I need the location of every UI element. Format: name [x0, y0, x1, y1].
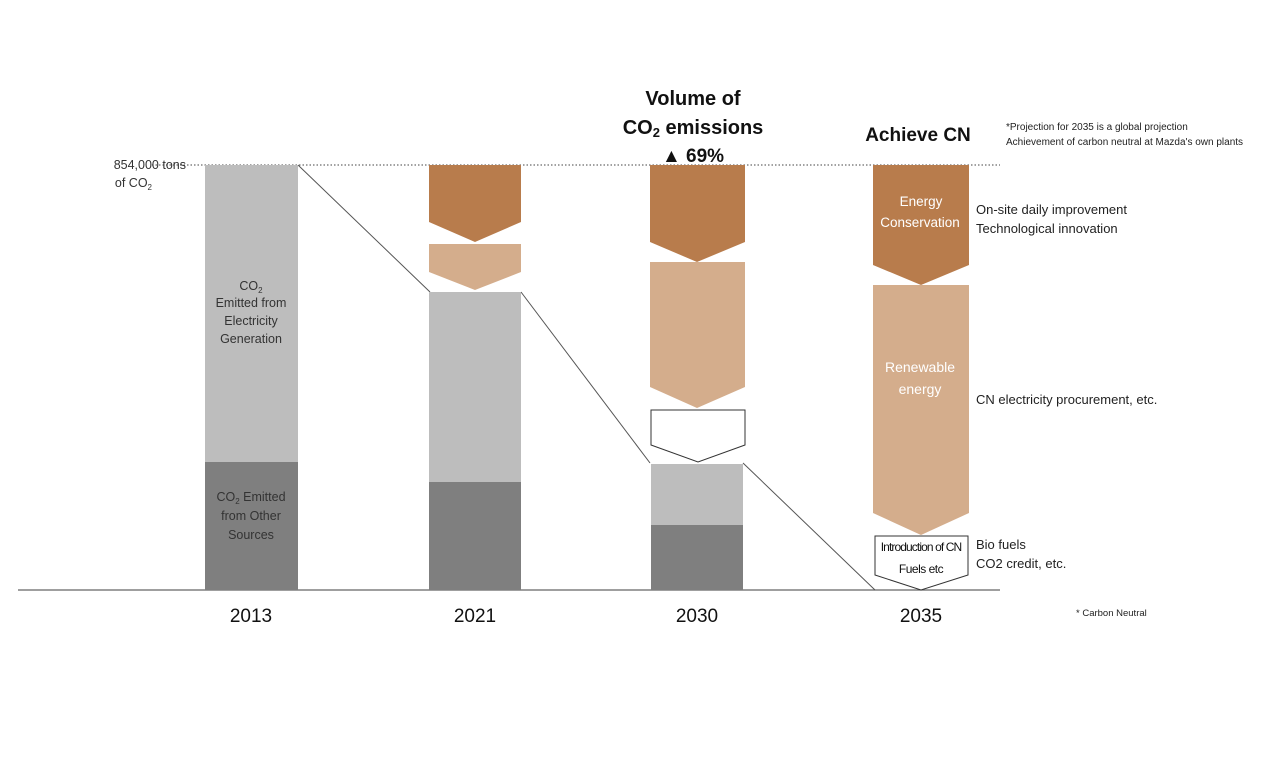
- baseline-unit-label: of CO2: [115, 176, 153, 192]
- bar-2013-electricity-label-l3: Electricity: [224, 314, 278, 328]
- bar-2013-other-label: CO2 Emitted: [216, 490, 285, 506]
- bar-2030-electricity: [651, 464, 743, 525]
- bar-2035-fuels-label-l1: Introduction of CN: [881, 540, 962, 554]
- bar-2035-cn-fuels: [874, 535, 969, 591]
- note-carbon-neutral: * Carbon Neutral: [1076, 608, 1147, 619]
- bar-2013-electricity: [205, 165, 298, 462]
- headline-2035: Achieve CN: [865, 125, 971, 146]
- bar-2013: CO2 Emitted from Electricity Generation …: [205, 165, 298, 590]
- headline-2030-line2: CO2 emissions: [623, 117, 764, 140]
- side-label-fuels-l1: Bio fuels: [976, 537, 1026, 552]
- bar-2035-renewable-energy: [873, 285, 969, 535]
- headline-2030-line1: Volume of: [645, 88, 741, 110]
- note-projection-line1: *Projection for 2035 is a global project…: [1006, 122, 1188, 133]
- bar-2013-other-label-l3: Sources: [228, 528, 274, 542]
- bar-2030-energy-conservation: [650, 165, 745, 262]
- side-label-renewable: CN electricity procurement, etc.: [976, 392, 1157, 407]
- bar-2021: [429, 165, 521, 590]
- bar-2035-renewable-label-l2: energy: [899, 381, 942, 397]
- bar-2035: Energy Conservation Renewable energy Int…: [873, 165, 969, 591]
- headline-2030-reduction: ▲ 69%: [662, 146, 724, 167]
- trend-line-2030-2035: [742, 462, 876, 591]
- bar-2030: [650, 165, 746, 590]
- bar-2030-cn-fuels: [650, 409, 746, 463]
- year-label-2035: 2035: [900, 606, 942, 627]
- bar-2035-energy-label-l1: Energy: [900, 194, 943, 209]
- side-label-fuels-l2: CO2 credit, etc.: [976, 556, 1066, 571]
- bar-2013-electricity-label-l2: Emitted from: [216, 296, 287, 310]
- side-label-energy-l2: Technological innovation: [976, 221, 1118, 236]
- bar-2021-energy-conservation: [429, 165, 521, 242]
- year-label-2013: 2013: [230, 606, 272, 627]
- trend-line-2013-2021: [297, 164, 431, 293]
- bar-2013-electricity-label-l4: Generation: [220, 332, 282, 346]
- bar-2013-other-label-l2: from Other: [221, 509, 281, 523]
- baseline-value-label: 854,000 tons: [114, 158, 186, 172]
- bar-2035-energy-conservation: [873, 165, 969, 285]
- bar-2013-electricity-label: CO2: [239, 279, 263, 295]
- year-label-2030: 2030: [676, 606, 718, 627]
- bar-2030-other-sources: [651, 525, 743, 590]
- bar-2035-fuels-label-l2: Fuels etc: [899, 562, 944, 576]
- note-projection-line2: Achievement of carbon neutral at Mazda's…: [1006, 137, 1243, 148]
- year-label-2021: 2021: [454, 606, 496, 627]
- bar-2021-electricity: [429, 292, 521, 482]
- side-label-energy-l1: On-site daily improvement: [976, 202, 1127, 217]
- bar-2021-other-sources: [429, 482, 521, 590]
- bar-2035-energy-label-l2: Conservation: [880, 215, 960, 230]
- bar-2013-other-sources: [205, 462, 298, 590]
- trend-line-2021-2030: [520, 291, 651, 464]
- bar-2030-renewable-energy: [650, 262, 745, 408]
- bar-2035-renewable-label-l1: Renewable: [885, 359, 955, 375]
- bar-2021-renewable-energy: [429, 244, 521, 290]
